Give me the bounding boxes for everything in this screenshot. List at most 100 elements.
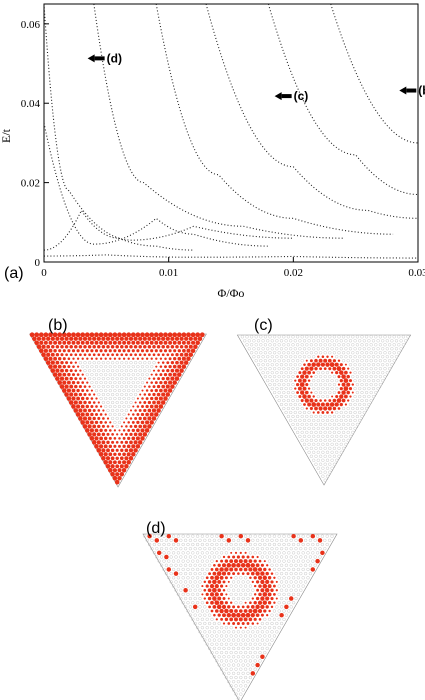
lattice-site <box>275 370 279 375</box>
lattice-site <box>374 367 378 371</box>
lattice-site <box>376 378 380 383</box>
density-dot <box>257 608 263 614</box>
density-dot <box>339 370 344 375</box>
lattice-site <box>253 650 257 655</box>
lattice-site <box>104 396 108 401</box>
lattice-site <box>90 365 94 369</box>
density-dot <box>34 340 40 346</box>
lattice-site <box>284 339 288 343</box>
density-dot <box>143 408 147 413</box>
lattice-site <box>306 534 310 538</box>
lattice-site <box>287 534 291 538</box>
lattice-site <box>229 592 233 597</box>
lattice-site <box>323 462 327 466</box>
density-dot <box>166 353 170 357</box>
lattice-site <box>351 351 355 355</box>
density-dot <box>34 332 40 338</box>
density-dot <box>288 596 294 601</box>
lattice-site <box>169 563 173 567</box>
lattice-site <box>246 671 250 676</box>
lattice-site <box>279 580 284 584</box>
lattice-site <box>287 551 291 555</box>
lattice-site <box>294 596 298 601</box>
lattice-site <box>307 426 311 431</box>
density-dot <box>98 451 104 457</box>
density-dot <box>124 336 129 341</box>
lattice-site <box>286 335 291 339</box>
density-dot <box>147 344 152 349</box>
lattice-site <box>210 551 214 555</box>
density-dot <box>140 332 145 338</box>
lattice-site <box>205 625 209 630</box>
density-dot <box>72 365 75 368</box>
lattice-site <box>255 538 260 543</box>
density-dot <box>217 563 221 567</box>
density-dot <box>248 559 253 564</box>
lattice-site <box>227 630 231 634</box>
lattice-site <box>270 363 274 367</box>
lattice-site <box>312 442 316 446</box>
density-dot <box>43 332 49 338</box>
lattice-site <box>164 547 169 551</box>
density-dot <box>234 626 238 629</box>
lattice-site <box>243 634 248 638</box>
lattice-site <box>348 410 353 415</box>
lattice-site <box>284 378 288 383</box>
lattice-site <box>195 534 200 538</box>
density-dot <box>50 360 55 365</box>
lattice-site <box>261 347 265 351</box>
lattice-site <box>268 382 272 387</box>
lattice-site <box>241 688 245 692</box>
density-dot <box>52 372 58 377</box>
lattice-site <box>296 592 301 597</box>
lattice-site <box>234 650 238 655</box>
lattice-site <box>104 372 108 377</box>
density-dot <box>163 380 168 385</box>
lattice-site <box>110 376 115 381</box>
density-dot <box>166 368 170 373</box>
lattice-site <box>351 398 355 403</box>
density-dot <box>152 377 156 380</box>
density-dot <box>73 336 78 341</box>
lattice-site <box>188 613 193 617</box>
density-dot <box>325 402 330 407</box>
lattice-site <box>124 400 129 405</box>
lattice-site <box>87 368 92 373</box>
lattice-site <box>362 394 366 399</box>
lattice-site <box>174 563 178 567</box>
density-dot <box>260 579 265 585</box>
lattice-site <box>198 547 202 551</box>
lattice-site <box>261 363 265 367</box>
lattice-site <box>367 363 371 367</box>
density-dot <box>174 368 180 373</box>
density-dot <box>186 332 191 338</box>
lattice-site <box>307 434 311 439</box>
lattice-site <box>254 343 258 347</box>
panel-label-b: (b) <box>48 317 68 334</box>
lattice-site <box>294 580 298 584</box>
lattice-site <box>305 414 309 419</box>
lattice-site <box>106 368 110 373</box>
density-dot <box>159 388 163 393</box>
lattice-site <box>260 630 265 634</box>
lattice-site <box>171 551 176 555</box>
density-dot <box>126 340 131 345</box>
density-dot <box>113 349 117 353</box>
lattice-site <box>337 343 341 347</box>
lattice-site <box>260 538 265 543</box>
density-dot <box>120 440 124 444</box>
density-dot <box>79 353 82 357</box>
lattice-site <box>256 339 261 343</box>
lattice-site <box>279 370 284 375</box>
lattice-site <box>296 567 301 572</box>
lattice-site <box>236 538 241 543</box>
lattice-site <box>239 542 243 547</box>
lattice-site <box>376 339 380 343</box>
density-dot <box>97 409 101 412</box>
density-dot <box>226 612 232 618</box>
lattice-site <box>284 613 289 617</box>
lattice-site <box>284 596 289 601</box>
density-dot <box>323 406 328 411</box>
density-dot <box>115 472 120 477</box>
density-dot <box>311 362 316 367</box>
